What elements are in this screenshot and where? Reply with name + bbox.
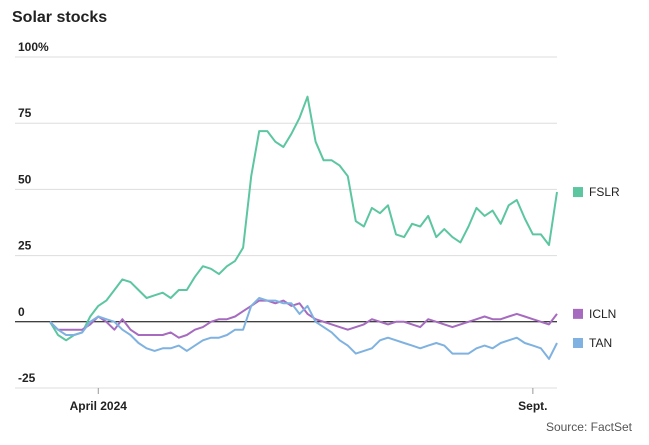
source: Source: FactSet bbox=[546, 420, 633, 434]
chart-title: Solar stocks bbox=[12, 9, 107, 26]
line-series bbox=[49, 297, 558, 360]
y-tick-label: -25 bbox=[18, 371, 36, 385]
legend-label: TAN bbox=[589, 336, 612, 350]
legend-swatch bbox=[573, 187, 583, 198]
legend-label: FSLR bbox=[589, 185, 620, 199]
legend-swatch bbox=[573, 337, 583, 348]
y-tick-label: 50 bbox=[18, 172, 32, 186]
line-series bbox=[49, 95, 558, 342]
legend-label: ICLN bbox=[589, 307, 616, 321]
y-tick-label: 100% bbox=[18, 40, 49, 54]
legend-swatch bbox=[573, 308, 583, 319]
x-tick-label: Sept. bbox=[518, 399, 547, 413]
y-tick-label: 0 bbox=[18, 305, 25, 319]
x-tick-label: April 2024 bbox=[70, 399, 128, 413]
y-tick-label: 25 bbox=[18, 239, 32, 253]
y-tick-label: 75 bbox=[18, 106, 32, 120]
